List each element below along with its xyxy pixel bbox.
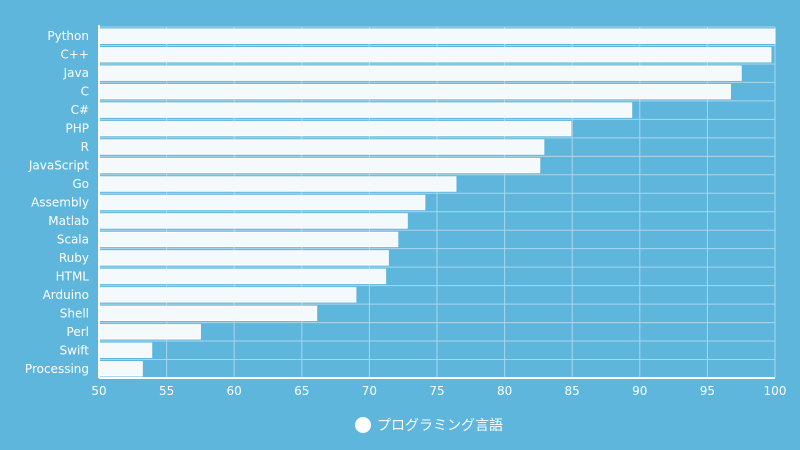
bar-r[interactable] [98, 139, 545, 155]
category-label: PHP [66, 122, 90, 136]
bar-go[interactable] [98, 176, 457, 192]
bar-python[interactable] [98, 28, 776, 44]
category-label: C# [71, 103, 89, 117]
x-tick-label: 75 [429, 384, 444, 398]
category-labels: Python C++ Java C C# PHP R JavaScript Go Assembly… [25, 29, 89, 376]
category-label: Perl [67, 325, 89, 339]
bar-processing[interactable] [98, 361, 143, 377]
value-tick-labels: 50 55 60 65 70 75 80 85 90 95 100 [91, 384, 786, 398]
bar-c-[interactable] [98, 47, 772, 63]
x-tick-label: 65 [294, 384, 309, 398]
category-label: JavaScript [28, 159, 89, 173]
legend[interactable]: プログラミング言語 [355, 417, 503, 434]
x-tick-label: 60 [227, 384, 242, 398]
bar-matlab[interactable] [98, 213, 408, 229]
bar-html[interactable] [98, 268, 387, 285]
x-tick-label: 80 [497, 384, 512, 398]
category-label: Go [72, 177, 89, 191]
bar-swift[interactable] [98, 342, 153, 358]
category-label: C++ [61, 48, 90, 62]
category-label: Scala [57, 232, 89, 246]
bar-php[interactable] [98, 120, 572, 137]
category-label: C [81, 85, 89, 99]
x-tick-label: 90 [632, 384, 647, 398]
bar-shell[interactable] [98, 305, 318, 322]
category-label: Shell [60, 306, 89, 320]
bar-scala[interactable] [98, 231, 399, 248]
x-tick-label: 100 [764, 384, 787, 398]
category-label: Swift [60, 343, 90, 357]
category-label: Assembly [31, 196, 89, 210]
category-label: Ruby [59, 251, 89, 265]
legend-label[interactable]: プログラミング言語 [377, 418, 503, 434]
category-label: Java [63, 66, 89, 80]
bar-c-[interactable] [98, 102, 633, 118]
bar-java[interactable] [98, 65, 742, 81]
bar-arduino[interactable] [98, 287, 357, 303]
category-label: Python [47, 29, 89, 43]
axes [98, 25, 775, 379]
bar-c[interactable] [98, 83, 731, 100]
bar-ruby[interactable] [98, 250, 389, 266]
category-label: Arduino [43, 288, 89, 302]
bar-perl[interactable] [98, 324, 201, 340]
category-label: HTML [56, 269, 90, 283]
x-tick-label: 85 [565, 384, 580, 398]
x-tick-label: 95 [700, 384, 715, 398]
bar-assembly[interactable] [98, 194, 426, 211]
x-tick-label: 55 [159, 384, 174, 398]
legend-marker[interactable] [355, 417, 371, 433]
category-label: Matlab [48, 214, 89, 228]
category-label: R [81, 140, 89, 154]
x-tick-label: 50 [91, 384, 106, 398]
category-label: Processing [25, 362, 89, 376]
x-tick-label: 70 [362, 384, 377, 398]
bar-javascript[interactable] [98, 157, 541, 174]
